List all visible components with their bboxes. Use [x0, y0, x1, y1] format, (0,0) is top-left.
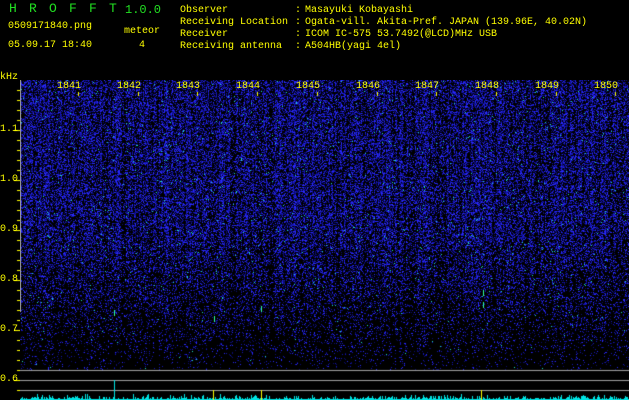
info-value: Masayuki Kobayashi [305, 5, 414, 16]
x-tick-label: 1845 [296, 81, 321, 92]
y-tick-label: 0.8 [0, 274, 19, 285]
y-tick-label: 0.6 [0, 374, 19, 385]
app-title-letter: O [49, 1, 57, 16]
info-separator: : [295, 29, 302, 40]
y-tick-label: 1.0 [0, 174, 19, 185]
app-title-letter: F [89, 1, 97, 16]
info-separator: : [295, 5, 302, 16]
x-tick-label: 1847 [415, 81, 440, 92]
info-value: Ogata-vill. Akita-Pref. JAPAN (139.96E, … [305, 17, 588, 28]
app-title-letter: F [69, 1, 77, 16]
y-tick-label: 0.9 [0, 224, 19, 235]
file-datetime: 05.09.17 18:40 [8, 40, 93, 51]
x-tick-label: 1842 [117, 81, 142, 92]
app-title-letter: H [9, 1, 17, 16]
y-tick-label: 1.1 [0, 124, 19, 135]
y-tick-label: 0.7 [0, 324, 19, 335]
x-tick-label: 1843 [176, 81, 201, 92]
file-name: 0509171840.png [8, 21, 93, 32]
x-tick-label: 1850 [594, 81, 619, 92]
info-label: Observer [180, 5, 229, 16]
info-label: Receiving Location [180, 17, 289, 28]
app-title-letter: T [109, 1, 117, 16]
meteor-label: meteor [124, 26, 161, 37]
x-tick-label: 1848 [475, 81, 500, 92]
info-label: Receiver [180, 29, 229, 40]
x-tick-label: 1844 [236, 81, 261, 92]
info-value: A504HB(yagi 4el) [305, 41, 402, 52]
app-version: 1.0.0 [125, 3, 162, 17]
info-separator: : [295, 17, 302, 28]
info-value: ICOM IC-575 53.7492(@LCD)MHz USB [305, 29, 498, 40]
y-axis-ticks [0, 80, 20, 400]
meteor-count: 4 [139, 40, 146, 51]
x-tick-label: 1849 [535, 81, 560, 92]
x-tick-label: 1841 [57, 81, 82, 92]
spectrogram-canvas [20, 80, 629, 400]
app-title-letter: R [29, 1, 37, 16]
y-unit-label: kHz [0, 72, 19, 83]
info-label: Receiving antenna [180, 41, 283, 52]
x-tick-label: 1846 [356, 81, 381, 92]
info-separator: : [295, 41, 302, 52]
